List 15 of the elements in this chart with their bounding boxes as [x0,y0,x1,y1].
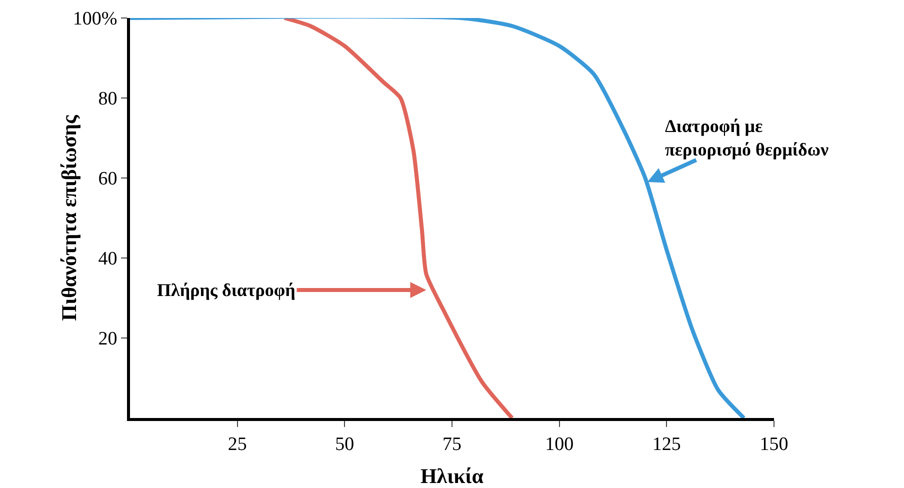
y-tick-label: 60 [98,168,118,190]
x-axis-title: Ηλικία [420,464,484,488]
y-tick-label: 40 [98,248,118,270]
annotation: Πλήρης διατροφή [157,280,296,300]
y-tick-label: 80 [98,88,118,110]
annotation: Διατροφή με περιορισμό θερμίδων [665,116,829,160]
x-tick-label: 75 [442,434,462,455]
y-tick-label: 20 [98,328,118,350]
y-axis-title: Πιθανότητα επιβίωσης [57,114,81,321]
x-tick-label: 125 [652,434,681,455]
y-tick-label: 100% [72,8,118,30]
x-tick-label: 100 [545,434,574,455]
x-tick-label: 25 [228,434,247,455]
x-tick-label: 150 [760,434,788,455]
x-tick-label: 50 [335,434,354,455]
